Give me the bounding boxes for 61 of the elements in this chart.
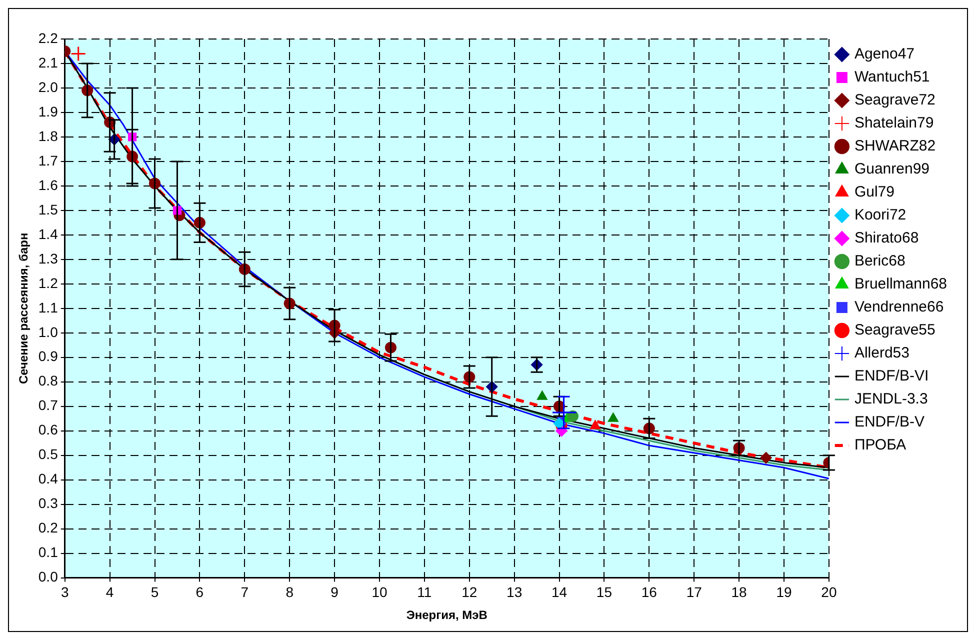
legend-label: Wantuch51: [854, 68, 930, 86]
x-tick-label: 17: [686, 584, 702, 600]
y-tick-label: 1.9: [38, 103, 58, 120]
y-tick-label: 0.4: [38, 470, 58, 487]
y-tick-label: 0.0: [38, 568, 58, 585]
legend-label: Beric68: [854, 252, 906, 270]
y-axis-title: Сечение рассеяния, барн: [16, 232, 31, 384]
legend-label: Shirato68: [854, 230, 919, 247]
legend-label: Seagrave72: [854, 92, 936, 109]
y-tick-label: 1.8: [38, 128, 58, 144]
y-tick-label: 1.3: [38, 250, 58, 266]
x-tick-label: 12: [462, 584, 478, 600]
legend-label: Gul79: [854, 184, 894, 201]
y-tick-label: 1.1: [38, 299, 58, 316]
x-tick-label: 7: [240, 584, 249, 600]
legend-label: Ageno47: [854, 46, 915, 63]
x-tick-label: 15: [596, 584, 612, 600]
x-tick-label: 16: [641, 584, 658, 600]
y-tick-label: 1.0: [38, 324, 58, 340]
x-axis-title: Энергия, МэВ: [406, 608, 488, 622]
legend-label: ПРОБА: [854, 436, 906, 454]
x-tick-label: 18: [731, 584, 748, 600]
y-tick-label: 0.7: [38, 397, 58, 414]
legend-label: Vendrenne66: [854, 298, 944, 316]
x-tick-label: 8: [286, 584, 294, 600]
y-tick-label: 2.1: [38, 54, 58, 70]
y-tick-label: 0.5: [38, 446, 58, 462]
x-tick-label: 10: [372, 584, 388, 600]
y-tick-label: 1.2: [38, 274, 58, 291]
y-tick-label: 2.0: [38, 78, 58, 95]
x-tick-label: 19: [776, 584, 792, 600]
y-tick-label: 1.6: [38, 176, 58, 193]
y-tick-label: 0.6: [38, 422, 58, 438]
y-tick-label: 0.2: [38, 520, 58, 536]
legend-label: Allerd53: [854, 344, 910, 362]
legend-label: SHWARZ82: [854, 138, 936, 155]
y-tick-label: 0.1: [38, 544, 58, 560]
y-tick-label: 0.9: [38, 348, 58, 364]
y-tick-label: 0.3: [38, 495, 58, 512]
legend-label: Shatelain79: [854, 114, 934, 132]
y-tick-label: 0.8: [38, 372, 58, 389]
y-tick-label: 1.7: [38, 152, 58, 168]
x-tick-label: 13: [506, 584, 522, 600]
legend-label: Guanren99: [854, 160, 930, 178]
legend-label: Bruellmann68: [854, 276, 948, 293]
x-tick-label: 6: [196, 584, 204, 600]
y-tick-label: 1.5: [38, 201, 58, 218]
x-tick-label: 3: [60, 584, 69, 600]
x-tick-label: 14: [551, 584, 568, 600]
x-tick-label: 20: [821, 584, 837, 600]
x-tick-label: 11: [417, 584, 432, 600]
x-tick-label: 9: [330, 584, 339, 600]
legend-label: ENDF/B-VI: [854, 368, 929, 385]
y-tick-label: 1.4: [38, 226, 58, 242]
y-tick-label: 2.2: [38, 30, 58, 46]
x-tick-label: 5: [150, 584, 159, 600]
legend-label: JENDL-3.3: [854, 390, 928, 408]
x-tick-label: 4: [106, 584, 114, 600]
legend-label: ENDF/B-V: [854, 414, 924, 431]
legend-label: Seagrave55: [854, 322, 936, 339]
legend-label: Koori72: [854, 206, 906, 224]
